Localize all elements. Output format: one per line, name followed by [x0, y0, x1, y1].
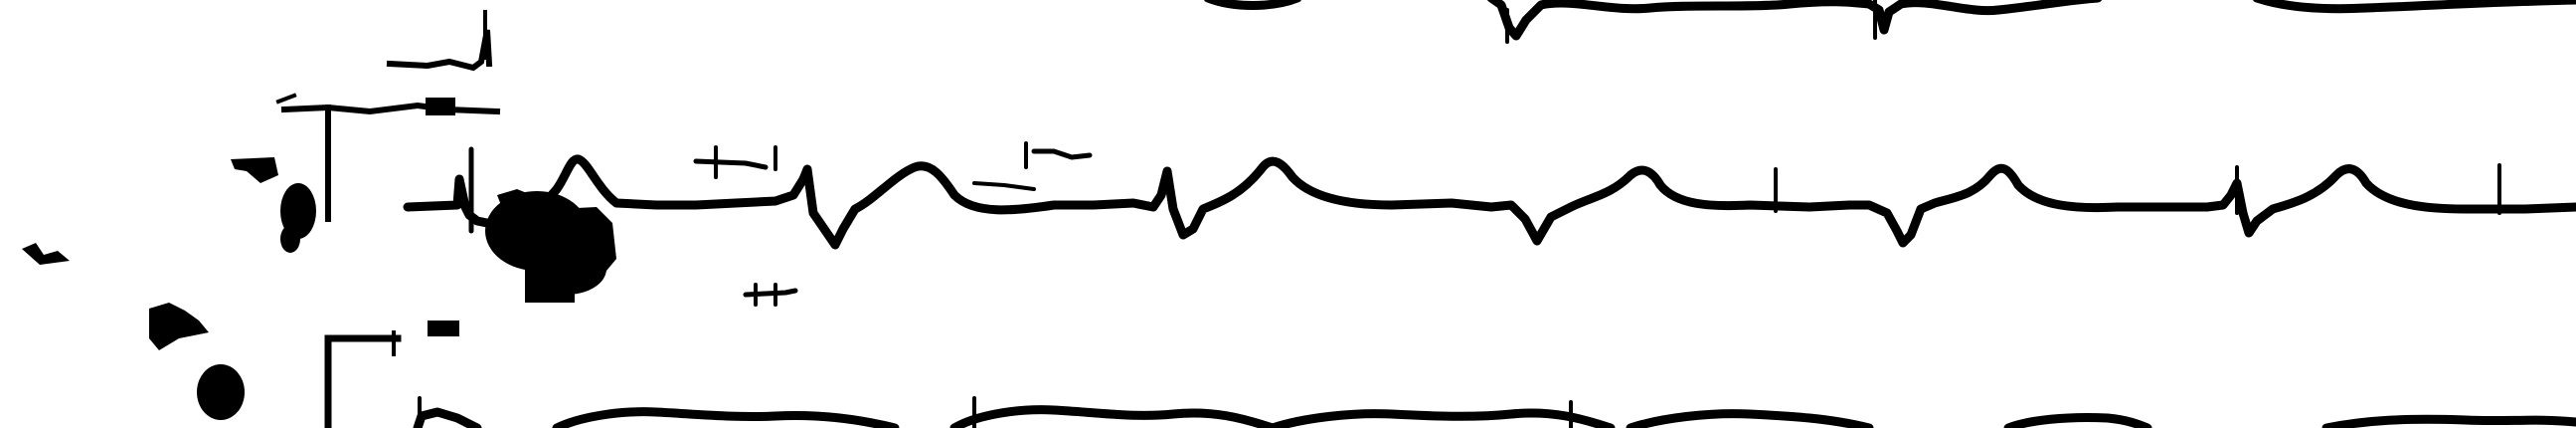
middle-trace [403, 141, 2576, 307]
lower-calibration-pulse [324, 330, 402, 428]
top-trace [1203, 0, 2576, 44]
bottom-trace [413, 396, 2576, 428]
upper-calibration-pulse [275, 10, 501, 222]
ink-artifacts [22, 157, 616, 420]
